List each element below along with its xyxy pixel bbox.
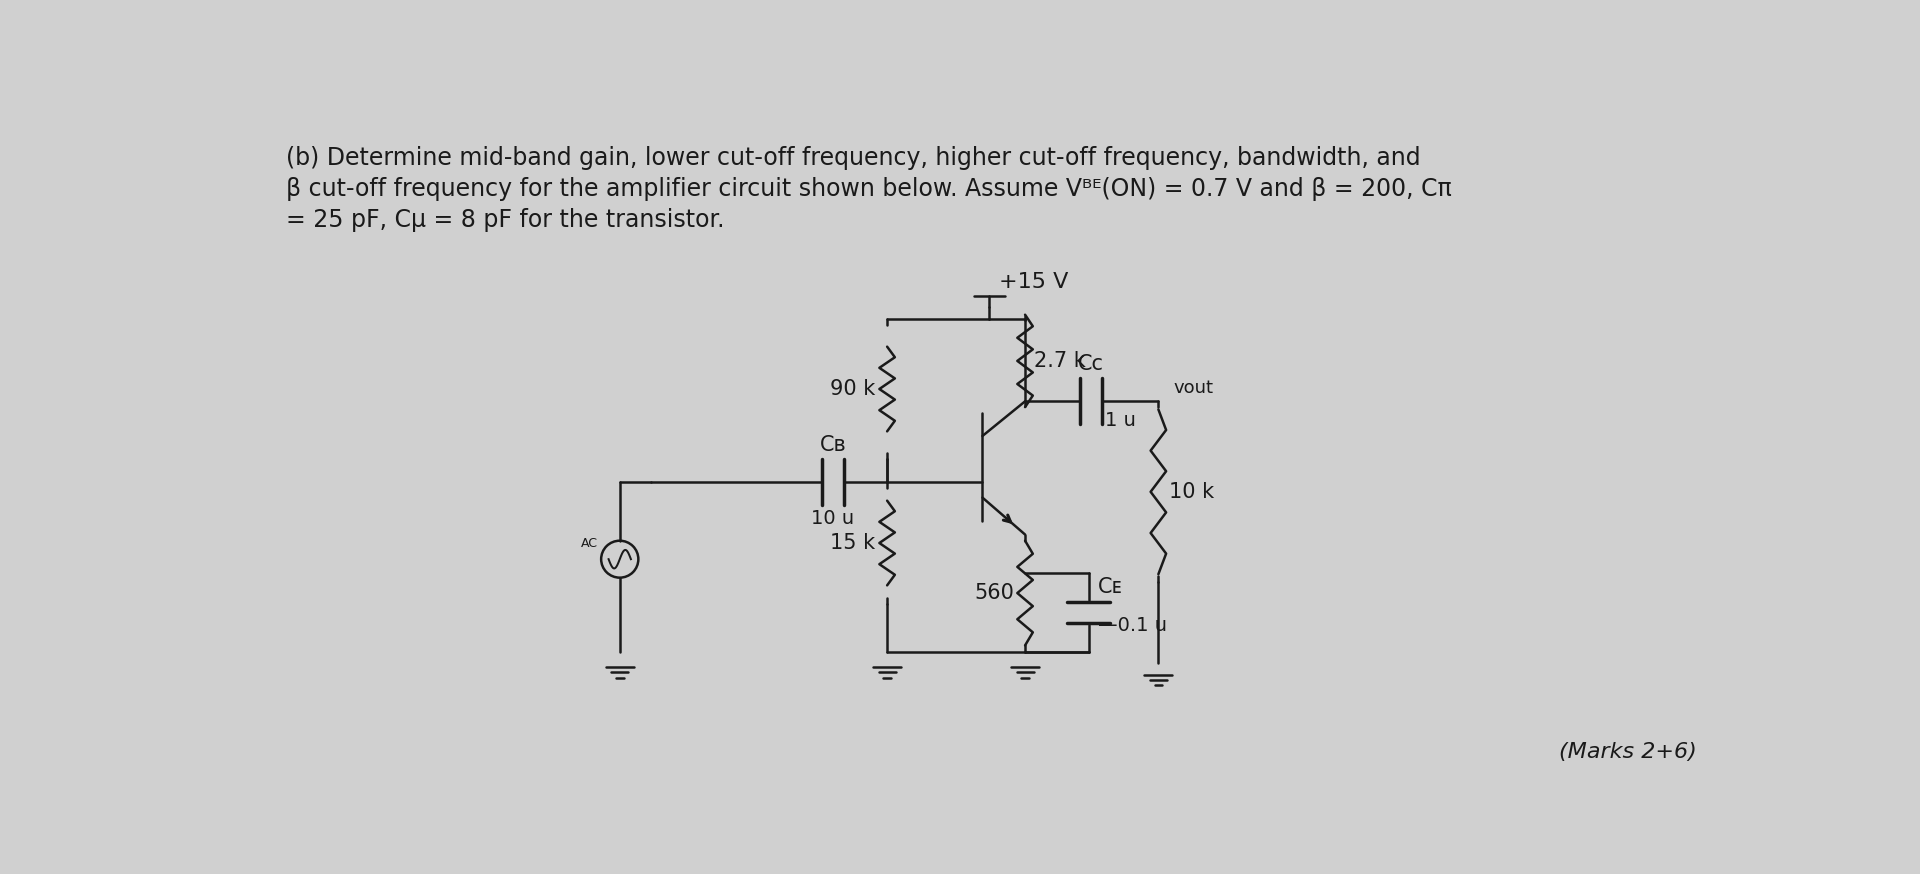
- Text: = 25 pF, Cμ = 8 pF for the transistor.: = 25 pF, Cμ = 8 pF for the transistor.: [286, 208, 726, 232]
- Text: β cut-off frequency for the amplifier circuit shown below. Assume Vᴮᴱ(ON) = 0.7 : β cut-off frequency for the amplifier ci…: [286, 177, 1452, 201]
- Text: AC: AC: [582, 537, 597, 550]
- Text: —0.1 u: —0.1 u: [1098, 616, 1167, 635]
- Text: Cʙ: Cʙ: [820, 435, 847, 455]
- Text: 1 u: 1 u: [1104, 411, 1137, 429]
- Text: vout: vout: [1173, 379, 1213, 398]
- Text: Cᴄ: Cᴄ: [1077, 354, 1104, 374]
- Text: 2.7 k: 2.7 k: [1035, 350, 1087, 371]
- Text: (Marks 2+6): (Marks 2+6): [1559, 742, 1697, 762]
- Text: 90 k: 90 k: [829, 379, 876, 399]
- Text: 10 u: 10 u: [812, 510, 854, 528]
- Text: Cᴇ: Cᴇ: [1098, 577, 1123, 597]
- Text: +15 V: +15 V: [998, 272, 1068, 292]
- Text: 560: 560: [973, 583, 1014, 603]
- Text: 10 k: 10 k: [1169, 482, 1213, 502]
- Text: (b) Determine mid-band gain, lower cut-off frequency, higher cut-off frequency, : (b) Determine mid-band gain, lower cut-o…: [286, 147, 1421, 170]
- Text: 15 k: 15 k: [829, 533, 876, 553]
